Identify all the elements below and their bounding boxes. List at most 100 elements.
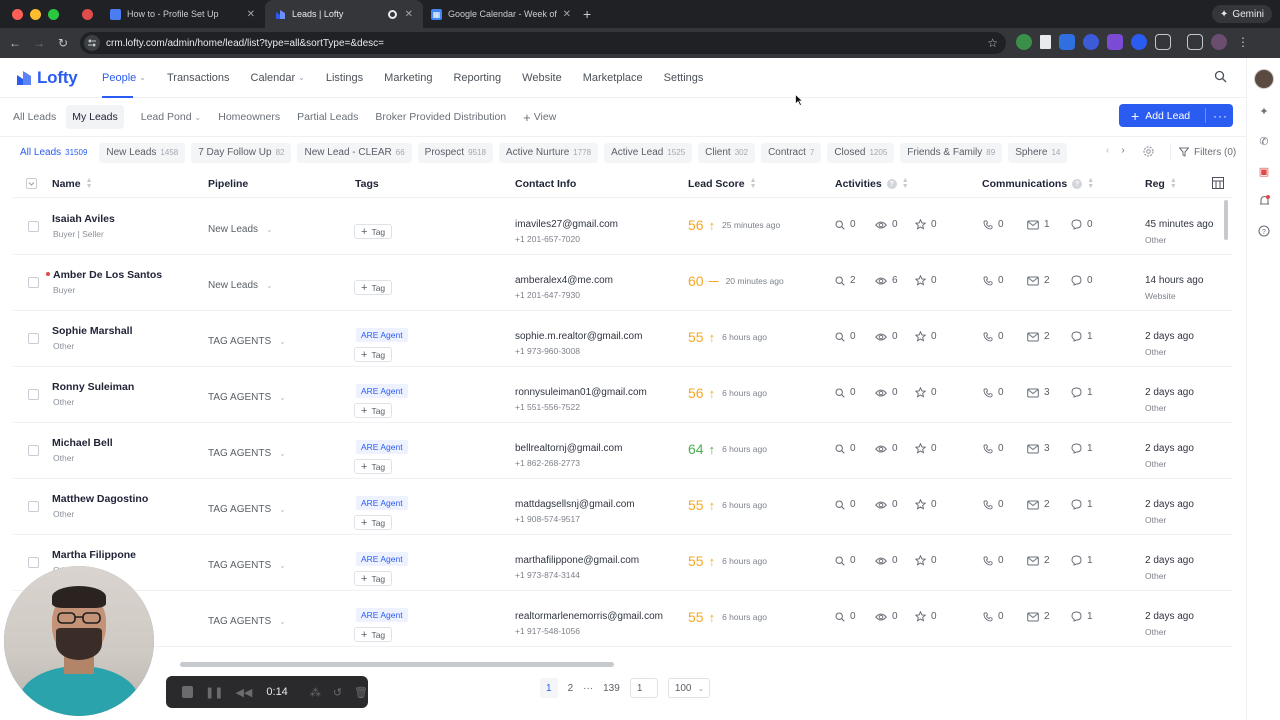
activity-count[interactable]: 0 bbox=[915, 219, 937, 230]
lead-phone[interactable]: +1 862-268-2773 bbox=[515, 458, 580, 468]
add-tag-button[interactable]: + Tag bbox=[354, 224, 393, 239]
profile-avatar-icon[interactable] bbox=[1211, 34, 1227, 50]
activity-count[interactable]: 0 bbox=[835, 219, 856, 230]
subnav-lead-pond[interactable]: Lead Pond ⌄ bbox=[141, 105, 202, 129]
gemini-button[interactable]: ✦ Gemini bbox=[1211, 5, 1272, 23]
purple-extension-icon[interactable] bbox=[1107, 34, 1123, 50]
close-window-button[interactable] bbox=[12, 8, 23, 20]
communication-count[interactable]: 2 bbox=[1027, 331, 1050, 342]
nav-marketplace[interactable]: Marketplace bbox=[583, 58, 643, 98]
sort-icon[interactable]: ▲ ▼ bbox=[749, 177, 757, 190]
activity-count[interactable]: 0 bbox=[875, 443, 898, 454]
communication-count[interactable]: 3 bbox=[1027, 387, 1050, 398]
add-tag-button[interactable]: + Tag bbox=[354, 347, 393, 362]
help-icon[interactable]: ? bbox=[886, 179, 897, 189]
pipeline-select[interactable]: TAG AGENTS ⌄ bbox=[208, 336, 286, 347]
sort-icon[interactable]: ▲ ▼ bbox=[1169, 177, 1177, 190]
select-all-checkbox[interactable] bbox=[26, 178, 37, 189]
lead-name[interactable]: Michael Bell bbox=[52, 437, 113, 449]
nav-transactions[interactable]: Transactions bbox=[167, 58, 230, 98]
chevron-left-icon[interactable]: ‹ bbox=[1106, 145, 1110, 156]
activity-count[interactable]: 2 bbox=[835, 275, 856, 286]
table-row[interactable]: Isaiah Aviles Buyer | Seller New Leads ⌄ + Ta… bbox=[13, 199, 1233, 255]
subnav-partial-leads[interactable]: Partial Leads bbox=[297, 105, 358, 129]
communication-count[interactable]: 1 bbox=[1071, 555, 1093, 566]
extensions-puzzle-icon[interactable] bbox=[1155, 34, 1171, 50]
nav-website[interactable]: Website bbox=[522, 58, 562, 98]
chip-closed[interactable]: Closed 1205 bbox=[827, 142, 895, 163]
communication-count[interactable]: 0 bbox=[983, 275, 1004, 286]
lead-email[interactable]: marthafilippone@gmail.com bbox=[515, 555, 640, 566]
activity-count[interactable]: 0 bbox=[875, 219, 898, 230]
stop-recording-icon[interactable] bbox=[182, 686, 194, 698]
table-row[interactable]: Sophie Marshall Other TAG AGENTS ⌄ ARE Agent… bbox=[13, 311, 1233, 367]
communication-count[interactable]: 1 bbox=[1071, 387, 1093, 398]
column-header-communications[interactable]: Communications? ▲ ▼ bbox=[982, 177, 1094, 190]
communication-count[interactable]: 2 bbox=[1027, 275, 1050, 286]
restart-icon[interactable]: ↺ bbox=[332, 686, 343, 699]
activity-count[interactable]: 0 bbox=[915, 611, 937, 622]
chip-contract[interactable]: Contract 7 bbox=[761, 142, 822, 163]
page-size-select[interactable]: 100 ⌄ bbox=[667, 678, 710, 698]
row-checkbox[interactable] bbox=[28, 445, 39, 456]
lead-phone[interactable]: +1 973-960-3008 bbox=[515, 346, 580, 356]
subnav-add-view[interactable]: + View bbox=[523, 105, 556, 129]
tab-close-icon[interactable]: ✕ bbox=[246, 8, 255, 20]
help-icon[interactable]: ? bbox=[1256, 223, 1272, 239]
activity-count[interactable]: 0 bbox=[915, 443, 937, 454]
subnav-my-leads[interactable]: My Leads bbox=[66, 105, 124, 129]
maximize-window-button[interactable] bbox=[48, 8, 59, 20]
add-tag-button[interactable]: + Tag bbox=[354, 627, 393, 642]
chip-7-day-follow-up[interactable]: 7 Day Follow Up 82 bbox=[191, 142, 292, 163]
rewind-icon[interactable]: ◀◀ bbox=[235, 686, 253, 699]
pipeline-select[interactable]: TAG AGENTS ⌄ bbox=[208, 560, 286, 571]
communication-count[interactable]: 0 bbox=[983, 387, 1004, 398]
activity-count[interactable]: 0 bbox=[835, 331, 856, 342]
minimize-window-button[interactable] bbox=[30, 8, 41, 20]
row-checkbox[interactable] bbox=[28, 389, 39, 400]
tag-chip[interactable]: ARE Agent bbox=[356, 328, 408, 342]
communication-count[interactable]: 1 bbox=[1071, 443, 1093, 454]
lofty-logo[interactable]: Lofty bbox=[16, 68, 102, 88]
communication-count[interactable]: 1 bbox=[1027, 219, 1050, 230]
activity-count[interactable]: 0 bbox=[875, 555, 898, 566]
lead-phone[interactable]: +1 908-574-9517 bbox=[515, 514, 580, 524]
horizontal-scrollbar[interactable] bbox=[180, 662, 614, 667]
column-header-name[interactable]: Name ▲ ▼ bbox=[52, 177, 93, 190]
lead-email[interactable]: sophie.m.realtor@gmail.com bbox=[515, 331, 643, 342]
communication-count[interactable]: 0 bbox=[983, 499, 1004, 510]
pipeline-select[interactable]: New Leads ⌄ bbox=[208, 224, 273, 235]
lead-email[interactable]: ronnysuleiman01@gmail.com bbox=[515, 387, 647, 398]
tab-close-icon[interactable]: ✕ bbox=[562, 8, 571, 20]
nav-settings[interactable]: Settings bbox=[664, 58, 704, 98]
vertical-scrollbar[interactable] bbox=[1224, 200, 1228, 240]
chip-sphere[interactable]: Sphere 14 bbox=[1008, 142, 1068, 163]
lead-phone[interactable]: +1 973-874-3144 bbox=[515, 570, 580, 580]
bell-icon[interactable] bbox=[1256, 193, 1272, 209]
chip-all-leads[interactable]: All Leads 31509 bbox=[14, 143, 93, 163]
row-checkbox[interactable] bbox=[28, 501, 39, 512]
tag-chip[interactable]: ARE Agent bbox=[356, 496, 408, 510]
back-icon[interactable]: ← bbox=[9, 36, 21, 50]
chip-active-nurture[interactable]: Active Nurture 1778 bbox=[498, 142, 599, 163]
tag-chip[interactable]: ARE Agent bbox=[356, 608, 408, 622]
lead-name[interactable]: Isaiah Aviles bbox=[52, 213, 115, 225]
phone-icon[interactable]: ✆ bbox=[1259, 135, 1269, 148]
lead-phone[interactable]: +1 201-647-7930 bbox=[515, 290, 580, 300]
add-tag-button[interactable]: + Tag bbox=[354, 571, 393, 586]
sidepanel-icon[interactable] bbox=[1187, 34, 1203, 50]
communication-count[interactable]: 0 bbox=[1071, 219, 1093, 230]
chip-client[interactable]: Client 302 bbox=[698, 142, 756, 163]
activity-count[interactable]: 0 bbox=[915, 387, 937, 398]
subnav-broker-distribution[interactable]: Broker Provided Distribution bbox=[375, 105, 506, 129]
nav-people[interactable]: People ⌄ bbox=[102, 58, 146, 98]
lead-email[interactable]: imaviles27@gmail.com bbox=[515, 219, 618, 230]
chip-friends-family[interactable]: Friends & Family 89 bbox=[900, 142, 1003, 163]
add-tag-button[interactable]: + Tag bbox=[354, 515, 393, 530]
pause-icon[interactable]: ❚❚ bbox=[205, 686, 224, 699]
user-avatar[interactable] bbox=[1254, 69, 1274, 89]
add-tag-button[interactable]: + Tag bbox=[354, 403, 393, 418]
search-icon[interactable] bbox=[1214, 70, 1228, 84]
activity-count[interactable]: 6 bbox=[875, 275, 898, 286]
address-bar[interactable]: crm.lofty.com/admin/home/lead/list?type=… bbox=[80, 32, 1006, 54]
